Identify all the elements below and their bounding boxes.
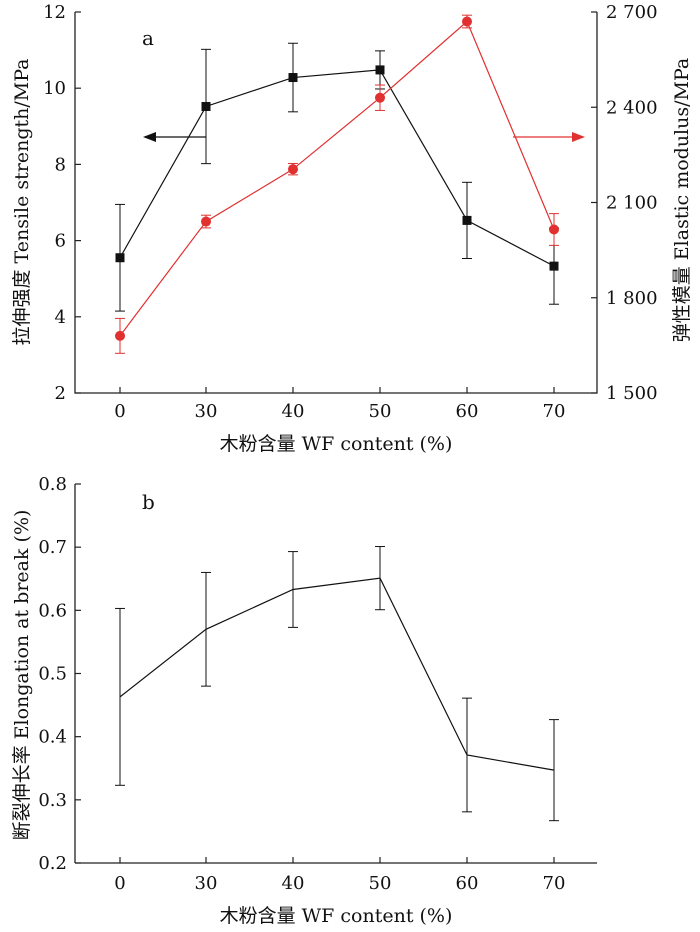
panel-b-y-tick-label: 0.8 <box>38 474 67 495</box>
elastic-modulus-line <box>119 20 555 337</box>
tensile-strength-point <box>375 65 385 75</box>
panel-b-y-tick-label: 0.6 <box>38 600 67 621</box>
panel-a-right-y-tick-label: 1 500 <box>606 383 658 404</box>
panel-b-x-tick-label: 70 <box>543 873 566 894</box>
panel-a-label: a <box>142 26 154 50</box>
elongation-line <box>119 577 555 771</box>
panel-b-y-tick-label: 0.4 <box>38 727 67 748</box>
elastic-modulus-point <box>115 330 125 341</box>
panel-a-right-y-tick-label: 1 800 <box>606 288 658 309</box>
panel-b-y-tick-label: 0.3 <box>38 790 67 811</box>
right-axis-arrowhead <box>572 132 585 142</box>
tensile-strength-point <box>288 73 298 83</box>
panel-a-left-y-tick-label: 10 <box>43 78 66 99</box>
tensile-strength-line <box>119 69 555 267</box>
panel-a-left-y-tick-label: 4 <box>55 307 66 328</box>
panel-a-right-y-tick-label: 2 400 <box>606 97 658 118</box>
panel-b-x-tick-label: 50 <box>369 873 392 894</box>
panel-a-x-tick-label: 30 <box>195 401 218 422</box>
panel-b-y-axis-label: 断裂伸长率 Elongation at break (%) <box>11 510 33 841</box>
panel-a-right-y-axis-label: 弹性模量 Elastic modulus/MPa <box>671 58 693 343</box>
elastic-modulus-point <box>549 224 559 235</box>
tensile-strength-point <box>115 253 125 263</box>
panel-b-y-tick-label: 0.2 <box>38 853 67 874</box>
elastic-modulus-point <box>201 216 211 227</box>
panel-a-left-y-tick-label: 6 <box>55 231 66 252</box>
left-axis-arrowhead <box>143 132 156 142</box>
panel-b-x-axis-label: 木粉含量 WF content (%) <box>220 905 453 927</box>
panel-a-right-y-tick-label: 2 100 <box>606 193 658 214</box>
elastic-modulus-point <box>375 92 385 103</box>
panel-a-left-y-tick-label: 2 <box>55 383 66 404</box>
panel-b-x-tick-label: 30 <box>195 873 218 894</box>
panel-a-x-tick-label: 40 <box>282 401 305 422</box>
tensile-strength-point <box>201 101 211 111</box>
tensile-strength-point <box>549 261 559 271</box>
panel-b-y-tick-label: 0.5 <box>38 664 67 685</box>
panel-a-tensile-modulus-chart: a 0 30 40 50 60 70 2 4 6 8 10 12 1 500 1 800 2 100 2 … <box>11 2 693 455</box>
panel-b-label: b <box>142 490 155 514</box>
panel-b-x-tick-label: 60 <box>456 873 479 894</box>
panel-b-x-tick-label: 40 <box>282 873 305 894</box>
panel-a-right-y-tick-label: 2 700 <box>606 2 658 23</box>
panel-b-elongation-chart: b 0 30 40 50 60 70 0.2 0.3 0.4 0.5 0.6 0.7 0.8 木粉含量… <box>11 474 597 927</box>
panel-b-x-tick-label: 0 <box>114 873 125 894</box>
tensile-strength-point <box>462 215 472 225</box>
panel-a-plot-frame <box>74 12 598 394</box>
panel-a-x-tick-label: 0 <box>114 401 125 422</box>
panel-a-x-tick-label: 70 <box>543 401 566 422</box>
elastic-modulus-point <box>288 164 298 175</box>
panel-a-x-tick-label: 50 <box>369 401 392 422</box>
panel-a-left-y-tick-label: 12 <box>43 2 66 23</box>
panel-a-left-y-tick-label: 8 <box>55 154 66 175</box>
panel-a-x-tick-label: 60 <box>456 401 479 422</box>
panel-a-x-axis-label: 木粉含量 WF content (%) <box>220 433 453 455</box>
panel-a-left-y-axis-label: 拉伸强度 Tensile strength/MPa <box>11 58 33 345</box>
elastic-modulus-point <box>462 16 472 27</box>
panel-b-y-tick-label: 0.7 <box>38 537 67 558</box>
